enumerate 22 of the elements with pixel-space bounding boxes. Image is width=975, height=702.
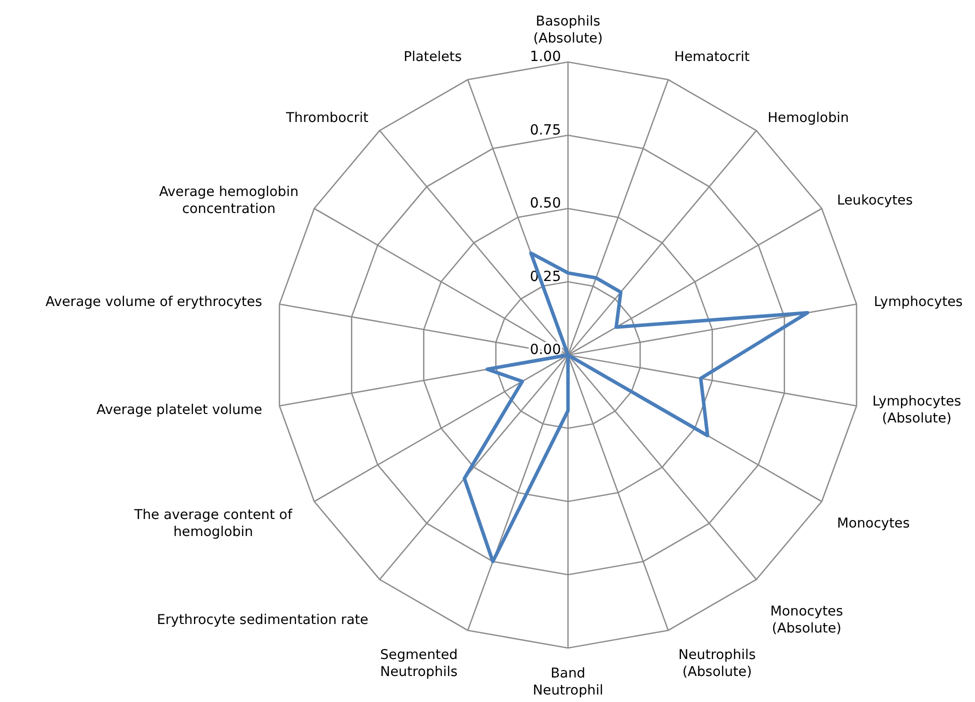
spoke-label: Segmented Neutrophils: [380, 646, 458, 680]
spoke-label: Hemoglobin: [768, 110, 849, 126]
spoke-label: Average platelet volume: [96, 402, 262, 418]
spoke-label: Band Neutrophil: [532, 666, 604, 699]
spoke-label: The average content of hemoglobin: [133, 506, 294, 540]
spoke-label: Leukocytes: [836, 192, 913, 209]
spoke-label: Platelets: [404, 49, 462, 66]
spoke-label: Average volume of erythrocytes: [46, 294, 262, 310]
spoke-label: Lymphocytes (Absolute): [872, 393, 962, 426]
spoke-label: Erythrocyte sedimentation rate: [156, 612, 368, 628]
spoke-label: Neutrophils (Absolute): [678, 646, 756, 680]
y-tick-label: 0.50: [530, 196, 561, 212]
spoke-label: Hematocrit: [674, 49, 750, 66]
spoke-label: Lymphocytes: [874, 294, 963, 310]
spoke-label: Monocytes: [836, 515, 910, 532]
spoke-label: Basophils (Absolute): [533, 13, 603, 46]
spoke-label: Average hemoglobin concentration: [159, 184, 299, 218]
y-tick-label: 0.75: [530, 122, 561, 138]
spoke-label: Monocytes (Absolute): [770, 603, 844, 636]
y-tick-label: 1.00: [530, 49, 561, 65]
spoke-label: Thrombocrit: [285, 110, 368, 126]
y-tick-label: 0.00: [530, 342, 561, 358]
